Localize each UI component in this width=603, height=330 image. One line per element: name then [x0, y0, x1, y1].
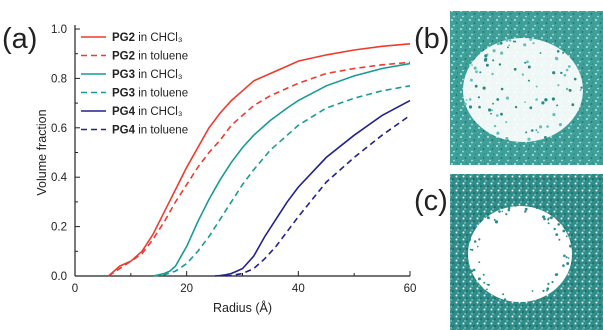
- x-tick-label: 20: [180, 283, 193, 295]
- axes: [74, 25, 410, 277]
- legend-entry: PG3 in CHCl₃: [112, 69, 183, 81]
- y-axis-label: Volume fraction: [35, 109, 49, 195]
- legend-entry: PG2 in toluene: [112, 51, 188, 63]
- legend-entry: PG3 in toluene: [112, 88, 188, 100]
- panel-label-b: (b): [414, 23, 449, 55]
- legend: PG2 in CHCl₃ PG2 in toluene PG3 in CHCl₃ PG…: [81, 32, 188, 137]
- panel-label-c: (c): [414, 185, 448, 217]
- series-line-2: [108, 61, 411, 277]
- y-tick-label: 0.2: [51, 222, 67, 234]
- y-tick-label: 1.0: [51, 24, 67, 36]
- panel-label-a: (a): [2, 23, 37, 55]
- y-tick-label: 0.0: [51, 271, 67, 283]
- y-tick-label: 0.6: [51, 123, 67, 135]
- volume-fraction-chart: 0 20 40 60 0.0 0.2 0.4 0.6 0.8 1.0 Radius (Å) Vol…: [35, 24, 416, 315]
- legend-entry: PG4 in CHCl₃: [112, 106, 183, 118]
- series-line-5: [214, 99, 411, 277]
- series-lines: [107, 43, 411, 277]
- simulation-snapshot-c: [450, 174, 603, 330]
- x-axis-label: Radius (Å): [213, 300, 272, 315]
- series-line-6: [225, 114, 411, 277]
- legend-entry: PG2 in CHCl₃: [112, 32, 183, 44]
- x-tick-label: 40: [292, 283, 305, 295]
- x-tick-label: 60: [404, 283, 417, 295]
- y-tick-label: 0.8: [51, 73, 67, 85]
- legend-entry: PG4 in toluene: [112, 125, 188, 137]
- x-tick-label: 0: [72, 283, 78, 295]
- series-line-3: [153, 62, 411, 277]
- ticks: 0 20 40 60 0.0 0.2 0.4 0.6 0.8 1.0: [51, 24, 416, 295]
- series-line-4: [153, 85, 411, 277]
- simulation-snapshot-b: [450, 11, 603, 165]
- y-tick-label: 0.4: [51, 172, 68, 184]
